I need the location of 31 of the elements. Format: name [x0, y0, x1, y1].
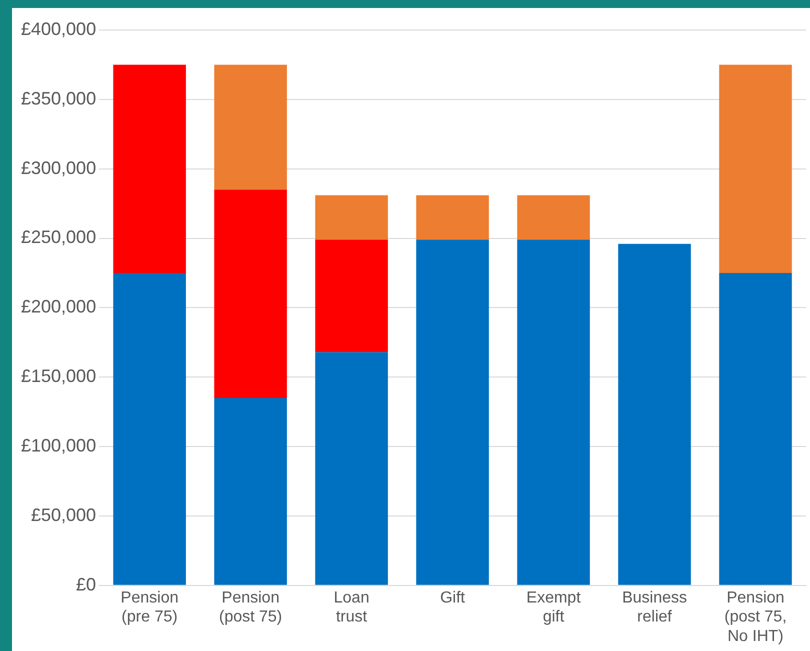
bar: [719, 64, 792, 273]
y-tick-label: £350,000: [21, 88, 96, 108]
x-tick-label: Loan trust: [334, 589, 370, 626]
bar: [315, 195, 388, 240]
y-tick-label: £100,000: [21, 436, 96, 456]
bar: [618, 244, 691, 585]
x-tick-label: Gift: [440, 589, 466, 606]
bar: [719, 272, 792, 585]
x-tick-label: Exempt gift: [526, 589, 582, 626]
y-tick-label: £400,000: [21, 18, 96, 39]
y-tick-label: £150,000: [21, 366, 96, 386]
bar: [214, 64, 287, 190]
bar: [315, 352, 388, 585]
bar: [113, 64, 186, 273]
x-tick-label: Pension (post 75): [218, 589, 282, 626]
y-tick-label: £300,000: [21, 158, 96, 178]
x-tick-label: Business relief: [622, 589, 687, 626]
x-tick-label: Pension (pre 75): [120, 589, 178, 626]
y-tick-label: £0: [76, 574, 96, 594]
x-tick-label: Pension (post 75, No IHT): [724, 589, 787, 645]
y-tick-label: £50,000: [31, 504, 96, 525]
bar: [517, 195, 590, 240]
bar: [214, 398, 287, 585]
bar: [416, 240, 489, 585]
bar: [315, 240, 388, 352]
y-tick-label: £200,000: [21, 296, 96, 317]
bar: [214, 190, 287, 398]
bar: [416, 195, 489, 240]
bar: [517, 240, 590, 585]
y-tick-label: £250,000: [21, 227, 96, 248]
bar: [113, 272, 186, 585]
